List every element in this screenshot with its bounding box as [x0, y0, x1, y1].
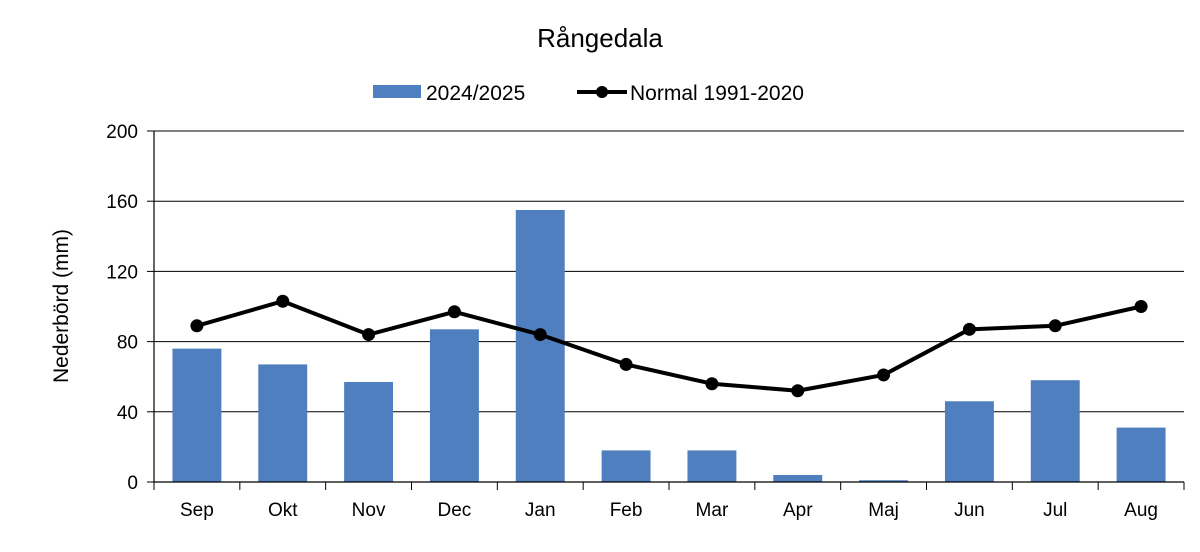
- bar: [601, 450, 651, 482]
- y-tick-label: 120: [106, 262, 138, 283]
- legend-label-line: Normal 1991-2020: [630, 82, 804, 105]
- line-point: [362, 328, 376, 342]
- bar: [344, 381, 394, 482]
- line-point: [533, 328, 547, 342]
- bar-series: [172, 209, 1166, 482]
- y-tick-label: 80: [117, 333, 138, 354]
- legend-label-bars: 2024/2025: [426, 82, 525, 105]
- line-point: [1048, 319, 1062, 333]
- legend: 2024/2025 Normal 1991-2020: [373, 82, 804, 105]
- bar: [515, 209, 565, 482]
- x-tick-label: Mar: [696, 500, 729, 521]
- line-point: [705, 377, 719, 391]
- x-tick-label: Apr: [783, 500, 813, 521]
- bar: [1116, 427, 1166, 482]
- line-point: [190, 319, 204, 333]
- line-point: [276, 294, 290, 308]
- chart-title: Rångedala: [537, 23, 663, 53]
- bar: [687, 450, 737, 482]
- x-tick-labels: Sep Okt Nov Dec Jan Feb Mar Apr Maj Jun Jul Aug: [180, 500, 1158, 521]
- axes: [147, 130, 1185, 490]
- line-point: [877, 368, 891, 382]
- gridlines: [154, 130, 1184, 413]
- y-tick-labels: 0 40 80 120 160 200: [106, 122, 138, 494]
- legend-swatch-marker: [596, 86, 608, 98]
- line-point: [791, 384, 805, 398]
- y-tick-label: 0: [127, 473, 138, 494]
- legend-swatch-bars: [373, 85, 421, 98]
- bar: [172, 348, 222, 482]
- x-tick-label: Jun: [954, 500, 985, 521]
- x-tick-label: Jan: [525, 500, 556, 521]
- bar: [258, 364, 308, 482]
- line-point: [1134, 300, 1148, 313]
- x-tick-label: Aug: [1124, 500, 1158, 521]
- x-tick-label: Sep: [180, 500, 214, 521]
- bar: [773, 474, 823, 482]
- normal-line-series: [190, 294, 1148, 398]
- line-point: [962, 322, 976, 336]
- line-point: [447, 305, 461, 319]
- bar: [859, 480, 909, 482]
- y-tick-label: 160: [106, 192, 138, 213]
- bar: [429, 329, 479, 482]
- x-tick-label: Jul: [1043, 500, 1067, 521]
- y-tick-label: 200: [106, 122, 138, 143]
- x-tick-label: Nov: [352, 500, 386, 521]
- x-tick-label: Feb: [610, 500, 643, 521]
- line-point: [619, 357, 633, 371]
- x-tick-label: Maj: [868, 500, 899, 521]
- normal-line: [196, 299, 1142, 393]
- y-axis-label: Nederbörd (mm): [50, 229, 73, 383]
- x-tick-label: Okt: [268, 500, 298, 521]
- y-tick-label: 40: [117, 403, 138, 424]
- bar: [1030, 380, 1080, 482]
- x-tick-label: Dec: [438, 500, 472, 521]
- bar: [944, 401, 994, 482]
